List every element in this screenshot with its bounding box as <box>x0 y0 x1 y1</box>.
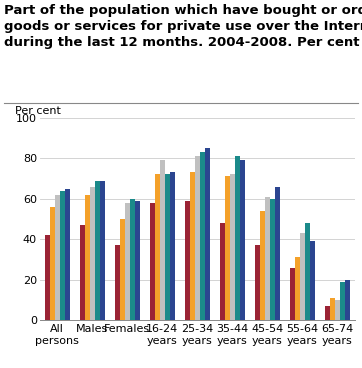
Bar <box>240 160 245 320</box>
Bar <box>135 201 140 320</box>
Bar <box>80 225 85 320</box>
Bar <box>185 201 190 320</box>
Bar <box>225 177 230 320</box>
Bar <box>100 180 105 320</box>
Bar <box>275 187 279 320</box>
Bar <box>305 223 310 320</box>
Text: Part of the population which have bought or ordered
goods or services for privat: Part of the population which have bought… <box>4 4 362 49</box>
Bar <box>255 245 260 320</box>
Bar <box>205 148 210 320</box>
Bar <box>95 180 100 320</box>
Bar <box>230 174 235 320</box>
Bar <box>190 172 195 320</box>
Bar <box>60 191 65 320</box>
Bar <box>155 174 160 320</box>
Bar <box>90 187 95 320</box>
Bar <box>270 199 275 320</box>
Bar <box>310 241 315 320</box>
Bar <box>345 280 349 320</box>
Bar <box>220 223 225 320</box>
Bar <box>65 188 70 320</box>
Bar <box>330 298 335 320</box>
Bar <box>115 245 120 320</box>
Bar <box>235 156 240 320</box>
Bar <box>340 282 345 320</box>
Bar <box>45 235 50 320</box>
Bar <box>290 268 295 320</box>
Bar <box>55 195 60 320</box>
Bar <box>200 152 205 320</box>
Bar <box>160 160 165 320</box>
Bar <box>295 258 300 320</box>
Bar <box>130 199 135 320</box>
Bar <box>50 207 55 320</box>
Bar <box>335 300 340 320</box>
Bar <box>325 306 330 320</box>
Bar <box>195 156 200 320</box>
Bar <box>300 233 305 320</box>
Bar <box>165 174 170 320</box>
Text: Per cent: Per cent <box>14 106 60 116</box>
Bar <box>85 195 90 320</box>
Bar <box>120 219 125 320</box>
Bar <box>170 172 174 320</box>
Bar <box>265 197 270 320</box>
Bar <box>125 203 130 320</box>
Bar <box>260 211 265 320</box>
Bar <box>150 203 155 320</box>
